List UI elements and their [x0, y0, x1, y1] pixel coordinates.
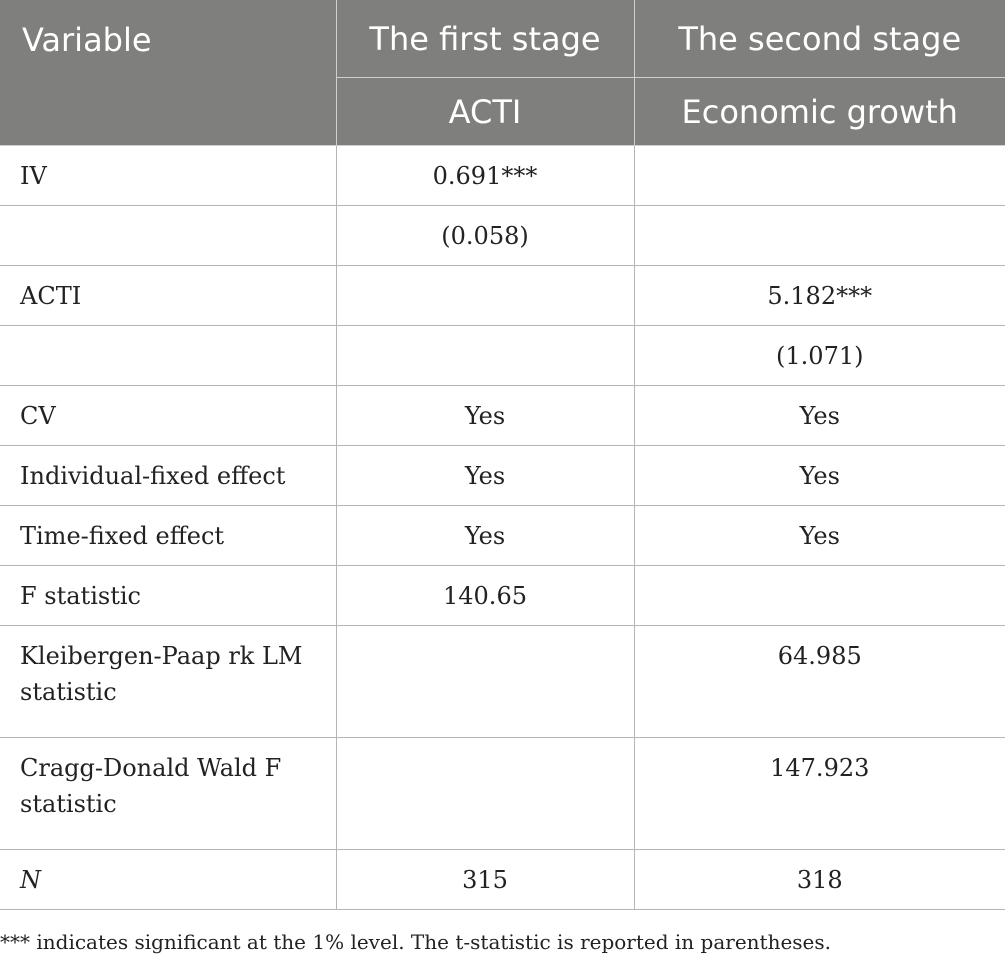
first-stage-cell: 0.691*** [335, 145, 635, 206]
row-label: Cragg-Donald Wald F statistic [0, 737, 337, 850]
second-stage-cell: (1.071) [633, 325, 1005, 386]
first-stage-cell [335, 625, 635, 738]
table-footnote: *** indicates significant at the 1% leve… [0, 930, 832, 954]
second-stage-cell: 147.923 [633, 737, 1005, 850]
table-row: F statistic 140.65 [0, 565, 1005, 626]
table-row: Time-fixed effect Yes Yes [0, 505, 1005, 566]
second-stage-cell: Yes [633, 385, 1005, 446]
second-stage-cell: Yes [633, 445, 1005, 506]
row-label: Kleibergen-Paap rk LM statistic [0, 625, 337, 738]
header-first-stage: The first stage [335, 0, 635, 78]
second-stage-cell: 318 [633, 849, 1005, 910]
second-stage-cell [633, 145, 1005, 206]
second-stage-cell: Yes [633, 505, 1005, 566]
row-label [0, 205, 337, 266]
row-label [0, 325, 337, 386]
table-row: Individual-fixed effect Yes Yes [0, 445, 1005, 506]
table-row: IV 0.691*** [0, 145, 1005, 206]
second-stage-cell: 64.985 [633, 625, 1005, 738]
table-body: IV 0.691*** (0.058) ACTI 5.182*** (1.071… [0, 145, 1005, 910]
first-stage-cell [335, 325, 635, 386]
table-row: (0.058) [0, 205, 1005, 266]
first-stage-cell: 315 [335, 849, 635, 910]
table-row: ACTI 5.182*** [0, 265, 1005, 326]
row-label: Individual-fixed effect [0, 445, 337, 506]
table-row: (1.071) [0, 325, 1005, 386]
header-variable: Variable [0, 0, 337, 146]
row-label: IV [0, 145, 337, 206]
table-header: Variable The first stage The second stag… [0, 0, 1005, 146]
first-stage-cell: (0.058) [335, 205, 635, 266]
header-second-stage: The second stage [633, 0, 1005, 78]
first-stage-cell: Yes [335, 505, 635, 566]
first-stage-cell: Yes [335, 445, 635, 506]
row-label: Time-fixed effect [0, 505, 337, 566]
second-stage-cell [633, 565, 1005, 626]
row-label: ACTI [0, 265, 337, 326]
table-row: Kleibergen-Paap rk LM statistic 64.985 [0, 625, 1005, 738]
first-stage-cell: Yes [335, 385, 635, 446]
header-second-stage-dependent: Economic growth [633, 77, 1005, 146]
row-label: F statistic [0, 565, 337, 626]
table-row: CV Yes Yes [0, 385, 1005, 446]
row-label: N [0, 849, 337, 910]
table-row: Cragg-Donald Wald F statistic 147.923 [0, 737, 1005, 850]
first-stage-cell [335, 737, 635, 850]
header-first-stage-dependent: ACTI [336, 77, 635, 146]
second-stage-cell [633, 205, 1005, 266]
first-stage-cell: 140.65 [335, 565, 635, 626]
second-stage-cell: 5.182*** [633, 265, 1005, 326]
results-table: Variable The first stage The second stag… [0, 0, 1005, 910]
row-label: CV [0, 385, 337, 446]
first-stage-cell [335, 265, 635, 326]
table-row: N 315 318 [0, 849, 1005, 910]
